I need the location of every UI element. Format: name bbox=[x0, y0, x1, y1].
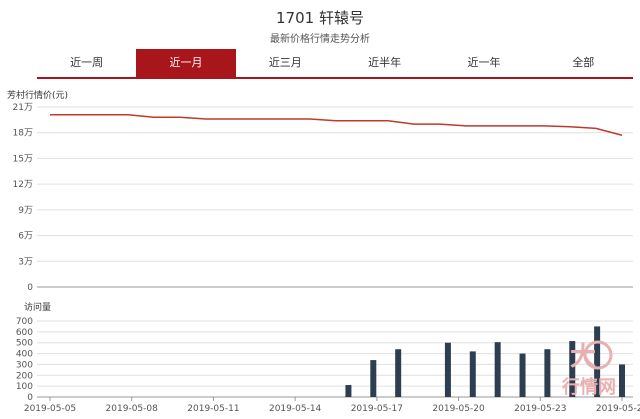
price-series-line bbox=[50, 113, 623, 137]
price-y-tick-label: 18万 bbox=[13, 129, 33, 139]
x-tick-label: 2019-05-26 bbox=[596, 404, 640, 414]
visits-y-tick-label: 0 bbox=[27, 393, 33, 403]
x-tick-label: 2019-05-17 bbox=[351, 404, 403, 414]
tab-all[interactable]: 全部 bbox=[572, 56, 595, 69]
visits-bar bbox=[494, 342, 501, 397]
page-subtitle: 最新价格行情走势分析 bbox=[270, 34, 370, 45]
visits-y-tick-label: 300 bbox=[16, 360, 33, 370]
tab-half-year[interactable]: 近半年 bbox=[368, 56, 402, 69]
visits-bar bbox=[444, 342, 451, 397]
visits-bar bbox=[395, 349, 402, 397]
x-tick-label: 2019-05-05 bbox=[24, 404, 76, 414]
price-y-tick-label: 0 bbox=[27, 283, 33, 293]
visits-bar bbox=[594, 326, 601, 397]
visits-bar bbox=[345, 385, 352, 397]
x-tick-label: 2019-05-14 bbox=[269, 404, 322, 414]
visits-bar bbox=[569, 341, 576, 397]
price-y-tick-label: 21万 bbox=[13, 103, 33, 113]
watermark-logo: 大 行情网 bbox=[561, 340, 616, 397]
svg-text:行情网: 行情网 bbox=[561, 376, 616, 397]
price-y-tick-label: 9万 bbox=[18, 206, 33, 216]
visits-y-tick-label: 200 bbox=[16, 371, 33, 381]
price-y-tick-label: 15万 bbox=[13, 154, 33, 164]
tab-three-months[interactable]: 近三月 bbox=[268, 56, 302, 69]
tab-week[interactable]: 近一周 bbox=[70, 56, 104, 69]
visits-bar bbox=[370, 360, 377, 397]
visits-y-tick-label: 400 bbox=[16, 350, 33, 360]
visits-bar bbox=[469, 351, 476, 397]
tab-year[interactable]: 近一年 bbox=[467, 56, 501, 69]
price-y-tick-label: 3万 bbox=[18, 257, 33, 267]
tab-month[interactable]: 近一月 bbox=[136, 49, 236, 77]
visits-y-tick-label: 700 bbox=[16, 317, 33, 327]
price-y-tick-label: 12万 bbox=[13, 180, 33, 190]
x-tick-label: 2019-05-11 bbox=[187, 404, 239, 414]
visits-y-tick-label: 500 bbox=[16, 339, 33, 349]
visits-y-tick-label: 100 bbox=[16, 382, 33, 392]
visits-y-tick-label: 600 bbox=[16, 328, 33, 338]
svg-text:大: 大 bbox=[570, 342, 596, 372]
period-tabs: 近一周 近一月 近三月 近半年 近一年 全部 bbox=[37, 49, 633, 79]
visits-bar bbox=[519, 353, 526, 397]
x-tick-label: 2019-05-08 bbox=[106, 404, 159, 414]
visits-bar bbox=[619, 364, 625, 397]
x-tick-label: 2019-05-20 bbox=[432, 404, 485, 414]
visits-axis-title: 访问量 bbox=[24, 303, 52, 313]
x-tick-label: 2019-05-23 bbox=[514, 404, 566, 414]
price-axis-title: 芳村行情价(元) bbox=[7, 91, 69, 101]
page-title: 1701 轩辕号 bbox=[276, 9, 364, 27]
visits-bar bbox=[544, 349, 551, 397]
price-y-tick-label: 6万 bbox=[18, 232, 33, 242]
